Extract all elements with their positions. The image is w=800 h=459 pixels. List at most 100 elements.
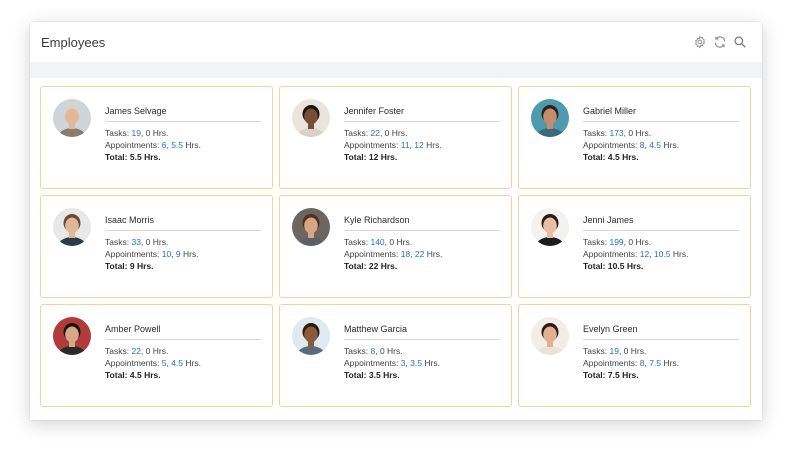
total-hours: 12 <box>368 152 379 162</box>
appointments-line: Appointments: 12, 10.5 Hrs. <box>583 249 689 259</box>
employee-name: Jennifer Foster <box>344 106 405 116</box>
employee-card[interactable]: James Selvage Tasks: 19, 0 Hrs. Appointm… <box>40 86 273 189</box>
avatar <box>53 99 91 137</box>
appointments-count[interactable]: 5 <box>161 358 167 368</box>
divider <box>583 121 739 122</box>
hrs-label: Hrs. <box>380 261 398 271</box>
settings-button[interactable] <box>692 34 708 50</box>
tasks-count[interactable]: 22 <box>370 128 380 138</box>
avatar <box>53 317 91 355</box>
appointments-count[interactable]: 6 <box>161 140 167 150</box>
total-label: Total: <box>105 370 128 380</box>
appointments-hours[interactable]: 5.5 <box>171 140 184 150</box>
tasks-label: Tasks: <box>583 128 608 138</box>
search-button[interactable] <box>732 34 748 50</box>
employee-grid: James Selvage Tasks: 19, 0 Hrs. Appointm… <box>40 86 751 407</box>
total-hours: 7.5 <box>607 370 620 380</box>
hrs-label: Hrs. <box>622 370 639 380</box>
hrs-label: Hrs. <box>152 237 169 247</box>
appointments-line: Appointments: 6, 5.5 Hrs. <box>105 140 201 150</box>
employee-card[interactable]: Jennifer Foster Tasks: 22, 0 Hrs. Appoin… <box>279 86 512 189</box>
tasks-line: Tasks: 173, 0 Hrs. <box>583 128 652 138</box>
hrs-label: Hrs. <box>144 370 161 380</box>
employee-card[interactable]: Evelyn Green Tasks: 19, 0 Hrs. Appointme… <box>518 304 751 407</box>
hrs-label: Hrs. <box>152 128 169 138</box>
employee-name: Matthew Garcia <box>344 324 408 334</box>
tasks-count[interactable]: 33 <box>131 237 141 247</box>
appointments-count[interactable]: 3 <box>400 358 406 368</box>
appointments-hours[interactable]: 7.5 <box>649 358 662 368</box>
hrs-label: Hrs. <box>391 128 408 138</box>
window-header: Employees <box>30 22 762 62</box>
appointments-label: Appointments: <box>583 249 638 259</box>
tasks-line: Tasks: 19, 0 Hrs. <box>583 346 647 356</box>
employee-card[interactable]: Matthew Garcia Tasks: 8, 0 Hrs. Appointm… <box>279 304 512 407</box>
appointments-hours[interactable]: 12 <box>414 140 424 150</box>
employee-card[interactable]: Kyle Richardson Tasks: 140, 0 Hrs. Appoi… <box>279 195 512 298</box>
total-label: Total: <box>105 261 128 271</box>
tasks-line: Tasks: 8, 0 Hrs. <box>344 346 403 356</box>
tasks-count[interactable]: 199 <box>609 237 624 247</box>
tasks-count[interactable]: 19 <box>131 128 141 138</box>
appointments-label: Appointments: <box>105 249 160 259</box>
tasks-count[interactable]: 19 <box>609 346 619 356</box>
avatar <box>531 99 569 137</box>
divider <box>105 230 261 231</box>
divider <box>105 121 261 122</box>
employee-card[interactable]: Amber Powell Tasks: 22, 0 Hrs. Appointme… <box>40 304 273 407</box>
appointments-hours[interactable]: 9 <box>175 249 181 259</box>
appointments-line: Appointments: 3, 3.5 Hrs. <box>344 358 440 368</box>
appointments-count[interactable]: 11 <box>400 140 410 150</box>
tasks-hours: 0 <box>379 346 385 356</box>
total-label: Total: <box>105 152 128 162</box>
tasks-hours: 0 <box>389 237 395 247</box>
tasks-line: Tasks: 140, 0 Hrs. <box>344 237 413 247</box>
tasks-hours: 0 <box>145 128 151 138</box>
refresh-button[interactable] <box>712 34 728 50</box>
appointments-label: Appointments: <box>105 358 160 368</box>
hrs-label: Hrs. <box>185 358 201 368</box>
employee-card[interactable]: Isaac Morris Tasks: 33, 0 Hrs. Appointme… <box>40 195 273 298</box>
divider <box>344 121 500 122</box>
avatar <box>53 208 91 246</box>
hrs-label: Hrs. <box>137 261 154 271</box>
hrs-label: Hrs. <box>626 261 644 271</box>
appointments-hours[interactable]: 3.5 <box>410 358 423 368</box>
appointments-hours[interactable]: 4.5 <box>171 358 184 368</box>
tasks-count[interactable]: 22 <box>131 346 141 356</box>
tasks-label: Tasks: <box>344 346 369 356</box>
employee-card[interactable]: Jenni James Tasks: 199, 0 Hrs. Appointme… <box>518 195 751 298</box>
appointments-count[interactable]: 10 <box>161 249 172 259</box>
avatar <box>292 317 330 355</box>
hrs-label: Hrs. <box>396 237 413 247</box>
total-line: Total: 4.5 Hrs. <box>105 370 161 380</box>
appointments-count[interactable]: 12 <box>639 249 650 259</box>
hrs-label: Hrs. <box>144 152 161 162</box>
tasks-count[interactable]: 140 <box>370 237 385 247</box>
appointments-line: Appointments: 18, 22 Hrs. <box>344 249 443 259</box>
appointments-hours[interactable]: 10.5 <box>653 249 671 259</box>
appointments-hours[interactable]: 4.5 <box>649 140 662 150</box>
tasks-label: Tasks: <box>105 237 130 247</box>
employee-card[interactable]: Gabriel Miller Tasks: 173, 0 Hrs. Appoin… <box>518 86 751 189</box>
appointments-label: Appointments: <box>344 140 399 150</box>
total-hours: 3.5 <box>368 370 381 380</box>
divider <box>105 339 261 340</box>
tasks-line: Tasks: 33, 0 Hrs. <box>105 237 169 247</box>
total-hours: 5.5 <box>129 152 142 162</box>
appointments-count[interactable]: 8 <box>639 358 645 368</box>
hrs-label: Hrs. <box>635 128 652 138</box>
tasks-label: Tasks: <box>344 128 369 138</box>
avatar <box>292 208 330 246</box>
appointments-label: Appointments: <box>583 358 638 368</box>
appointments-hours[interactable]: 22 <box>414 249 425 259</box>
total-label: Total: <box>344 152 367 162</box>
appointments-count[interactable]: 18 <box>400 249 411 259</box>
tasks-count[interactable]: 173 <box>609 128 624 138</box>
tasks-hours: 0 <box>628 237 634 247</box>
hrs-label: Hrs. <box>426 249 443 259</box>
appointments-count[interactable]: 8 <box>639 140 645 150</box>
tasks-count[interactable]: 8 <box>370 346 376 356</box>
tasks-line: Tasks: 19, 0 Hrs. <box>105 128 169 138</box>
total-line: Total: 4.5 Hrs. <box>583 152 639 162</box>
